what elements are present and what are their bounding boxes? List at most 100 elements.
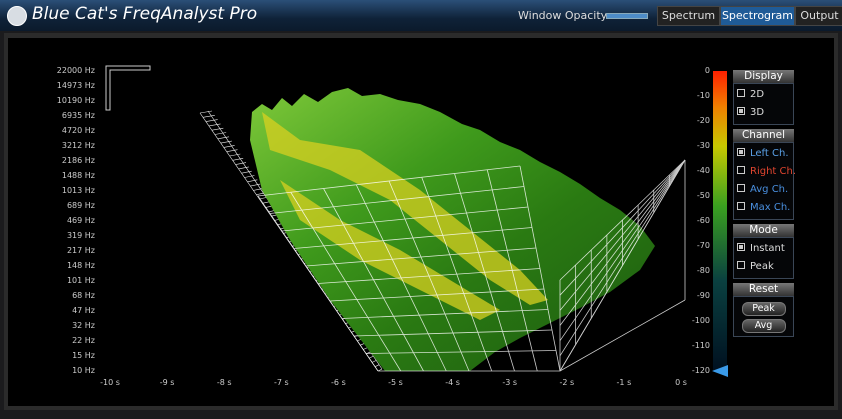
frequency-label: 15 Hz xyxy=(72,351,95,360)
section-box: Instant Peak xyxy=(733,237,794,279)
wire xyxy=(214,132,227,135)
option-label: 2D xyxy=(750,89,765,100)
frequency-label: 10 Hz xyxy=(72,366,95,375)
frequency-label: 22000 Hz xyxy=(56,66,95,75)
opacity-slider[interactable] xyxy=(606,13,648,19)
db-label: -80 xyxy=(696,266,710,275)
option[interactable]: 2D xyxy=(734,86,793,104)
frequency-label: 47 Hz xyxy=(72,306,95,315)
db-label: -50 xyxy=(696,191,710,200)
wire xyxy=(235,162,247,165)
wire xyxy=(559,159,686,326)
wire xyxy=(229,153,241,157)
wire xyxy=(323,188,424,372)
time-label: -5 s xyxy=(388,378,403,387)
wire xyxy=(250,183,261,187)
wire xyxy=(559,159,686,372)
wire xyxy=(290,192,402,372)
tab[interactable]: Output xyxy=(795,6,842,26)
wire xyxy=(257,195,379,372)
option-label: Instant xyxy=(750,243,785,254)
frequency-label: 148 Hz xyxy=(66,261,95,270)
checkbox[interactable] xyxy=(737,202,745,210)
wire xyxy=(220,140,232,144)
wire xyxy=(519,165,561,372)
wire xyxy=(244,175,255,178)
checkbox[interactable] xyxy=(737,184,745,192)
frequency-label: 101 Hz xyxy=(66,276,95,285)
checkbox[interactable] xyxy=(737,107,745,115)
time-label: -7 s xyxy=(273,378,289,387)
frequency-label: 14973 Hz xyxy=(56,81,95,90)
opacity-label: Window Opacity: xyxy=(518,9,611,22)
wire xyxy=(559,159,686,281)
db-scale-handle[interactable] xyxy=(712,365,728,377)
option[interactable]: Peak xyxy=(734,258,793,276)
section-header: Channel xyxy=(733,129,794,142)
wire xyxy=(559,159,686,357)
option[interactable]: Avg Ch. xyxy=(734,181,793,199)
section-box: Peak Avg xyxy=(733,296,794,337)
option[interactable]: Instant xyxy=(734,240,793,258)
option-label: Right Ch. xyxy=(750,166,797,177)
checkbox[interactable] xyxy=(737,89,745,97)
axis-bracket xyxy=(105,65,151,111)
option[interactable]: Right Ch. xyxy=(734,163,797,181)
option[interactable]: Left Ch. xyxy=(734,145,793,163)
db-label: -30 xyxy=(696,141,710,150)
checkbox[interactable] xyxy=(737,261,745,269)
checkbox[interactable] xyxy=(737,166,745,174)
wire xyxy=(559,159,686,311)
option-label: Peak xyxy=(750,261,774,272)
wire xyxy=(486,169,538,372)
db-scale-bar xyxy=(713,71,727,371)
wire xyxy=(211,127,224,131)
checkbox[interactable] xyxy=(737,148,745,156)
tab[interactable]: Spectrum xyxy=(657,6,720,26)
wire xyxy=(202,115,215,118)
db-label: -20 xyxy=(696,116,710,125)
frequency-label: 22 Hz xyxy=(72,336,95,345)
option[interactable]: Max Ch. xyxy=(734,199,793,217)
frequency-label: 2186 Hz xyxy=(61,156,95,165)
time-label: -9 s xyxy=(159,378,175,387)
wire xyxy=(368,355,374,359)
wire xyxy=(454,173,515,372)
reset-button[interactable]: Avg xyxy=(741,319,786,333)
time-label: -4 s xyxy=(445,378,460,387)
db-label: 0 xyxy=(704,66,710,75)
tab[interactable]: Spectrogram xyxy=(720,6,795,26)
wire xyxy=(559,159,686,341)
frequency-label: 469 Hz xyxy=(66,216,95,225)
section-box: Left Ch. Right Ch. Avg Ch. Max Ch. xyxy=(733,142,797,220)
frequency-label: 32 Hz xyxy=(72,321,95,330)
wire xyxy=(232,158,244,161)
wire xyxy=(247,179,258,183)
option-label: Left Ch. xyxy=(750,148,789,159)
frequency-label: 10190 Hz xyxy=(56,96,95,105)
frequency-label: 1488 Hz xyxy=(61,171,95,180)
frequency-label: 4720 Hz xyxy=(61,126,95,135)
db-label: -110 xyxy=(691,341,710,350)
option[interactable]: 3D xyxy=(734,104,793,122)
option-label: Max Ch. xyxy=(750,202,791,213)
wire xyxy=(223,145,235,148)
frequency-label: 6935 Hz xyxy=(61,111,95,120)
db-label: -120 xyxy=(691,366,710,375)
section-box: 2D 3D xyxy=(733,83,794,125)
section-header: Display xyxy=(733,70,794,83)
time-label: -2 s xyxy=(559,378,575,387)
checkbox[interactable] xyxy=(737,243,745,251)
db-label: -90 xyxy=(696,291,710,300)
wire xyxy=(226,149,238,152)
option-label: 3D xyxy=(750,107,765,118)
wire xyxy=(199,110,213,114)
db-label: -60 xyxy=(696,216,710,225)
logo xyxy=(7,6,27,26)
wire xyxy=(241,170,252,174)
reset-button[interactable]: Peak xyxy=(741,302,786,316)
time-label: -10 s xyxy=(100,378,120,387)
wire xyxy=(355,184,447,372)
